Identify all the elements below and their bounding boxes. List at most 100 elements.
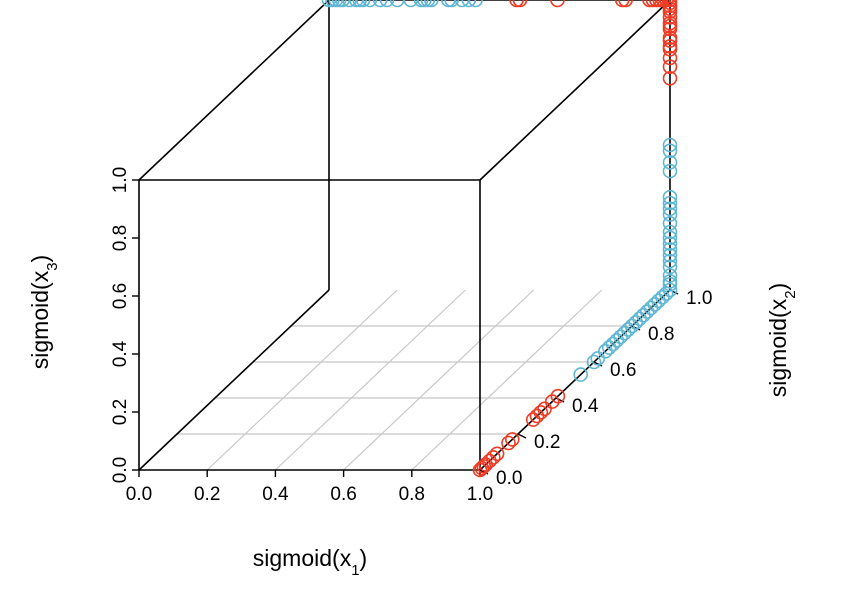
y-tick (517, 433, 527, 439)
data-point (645, 0, 661, 8)
grid-line-x (343, 289, 535, 471)
box-edge (479, 289, 671, 471)
data-point (342, 0, 357, 8)
data-point (618, 0, 633, 8)
data-point (461, 0, 477, 8)
data-point (649, 0, 664, 8)
data-point (659, 0, 674, 8)
y-axis-title: sigmoid(x2) (765, 283, 799, 397)
data-point (321, 0, 337, 8)
data-point (379, 0, 395, 8)
data-point (655, 0, 671, 8)
data-point (662, 216, 678, 231)
data-point (550, 388, 566, 404)
data-points (321, 0, 678, 478)
z-axis-title: sigmoid(x3) (27, 255, 61, 369)
data-point (662, 0, 678, 8)
data-point (403, 0, 419, 8)
y-tick-label: 0.8 (648, 324, 674, 345)
data-point (444, 0, 460, 8)
data-point (662, 268, 678, 283)
axis-ticks (132, 179, 679, 477)
grid-line-x (206, 289, 398, 471)
data-point (420, 0, 436, 8)
data-point (652, 0, 668, 8)
x-tick-label: 0.8 (399, 484, 425, 505)
data-point (662, 224, 678, 240)
data-point (509, 0, 524, 8)
box-edge (138, 0, 330, 181)
box-edge (138, 289, 330, 471)
data-point (468, 0, 483, 8)
box-lines (138, 0, 671, 471)
data-point (662, 195, 678, 211)
data-point (662, 242, 678, 257)
data-point (362, 0, 378, 8)
y-tick-label: 0.4 (572, 396, 599, 417)
data-point (662, 39, 678, 54)
data-point (504, 432, 520, 447)
data-point (662, 71, 678, 86)
data-point (586, 354, 602, 370)
data-point (489, 446, 505, 462)
x-tick-label: 0.2 (194, 484, 220, 505)
x-tick-label: 0.4 (262, 484, 289, 505)
data-point (417, 0, 432, 8)
data-point (662, 253, 678, 269)
data-point (352, 0, 367, 8)
y-tick-label: 0.2 (534, 432, 560, 453)
data-point (441, 0, 456, 8)
data-point (325, 0, 340, 8)
data-point (662, 50, 678, 66)
data-point (355, 0, 371, 8)
y-tick-label: 0.6 (610, 360, 636, 381)
data-point (501, 435, 516, 451)
data-point (662, 155, 678, 170)
data-point (662, 15, 678, 31)
data-point (662, 10, 678, 25)
data-point (485, 450, 501, 465)
data-point (662, 207, 678, 222)
data-point (335, 0, 350, 8)
y-tick-label: 0.0 (496, 468, 522, 489)
data-point (454, 0, 470, 8)
data-point (662, 282, 678, 298)
x-tick-label: 0.6 (330, 484, 356, 505)
x-tick-label: 1.0 (467, 484, 493, 505)
data-point (662, 201, 678, 217)
data-point (662, 259, 678, 275)
data-point (662, 30, 678, 46)
grid-line-x (411, 289, 603, 471)
data-point (328, 0, 344, 8)
data-point (662, 137, 678, 153)
axis-titles: sigmoid(x1) sigmoid(x3) sigmoid(x2) (27, 255, 799, 579)
z-tick-label: 1.0 (110, 167, 131, 193)
y-tick-label: 1.0 (686, 288, 712, 309)
data-point (642, 0, 657, 8)
data-point (533, 405, 549, 420)
z-tick-label: 0.0 (110, 457, 131, 483)
data-point (413, 0, 429, 8)
data-point (662, 230, 678, 246)
data-point (662, 189, 678, 205)
tick-labels: 0.0 0.2 0.4 0.6 0.8 1.00.00.20.40.60.81.00.00… (110, 167, 712, 505)
data-point (662, 163, 678, 179)
z-tick-label: 0.6 (110, 283, 131, 309)
data-point (662, 273, 678, 289)
data-point (573, 367, 589, 382)
data-point (662, 247, 678, 263)
data-point (614, 0, 630, 8)
data-point (424, 0, 439, 8)
data-point (348, 0, 364, 8)
data-point (512, 0, 528, 8)
x-axis-title: sigmoid(x1) (253, 545, 367, 579)
data-point (331, 0, 347, 8)
data-point (550, 0, 565, 8)
y-tick (593, 361, 603, 367)
x-tick-label: 0.0 (126, 484, 152, 505)
data-point (662, 236, 678, 251)
z-tick-label: 0.4 (110, 340, 131, 367)
data-point (662, 59, 678, 74)
box-edge (479, 0, 671, 181)
